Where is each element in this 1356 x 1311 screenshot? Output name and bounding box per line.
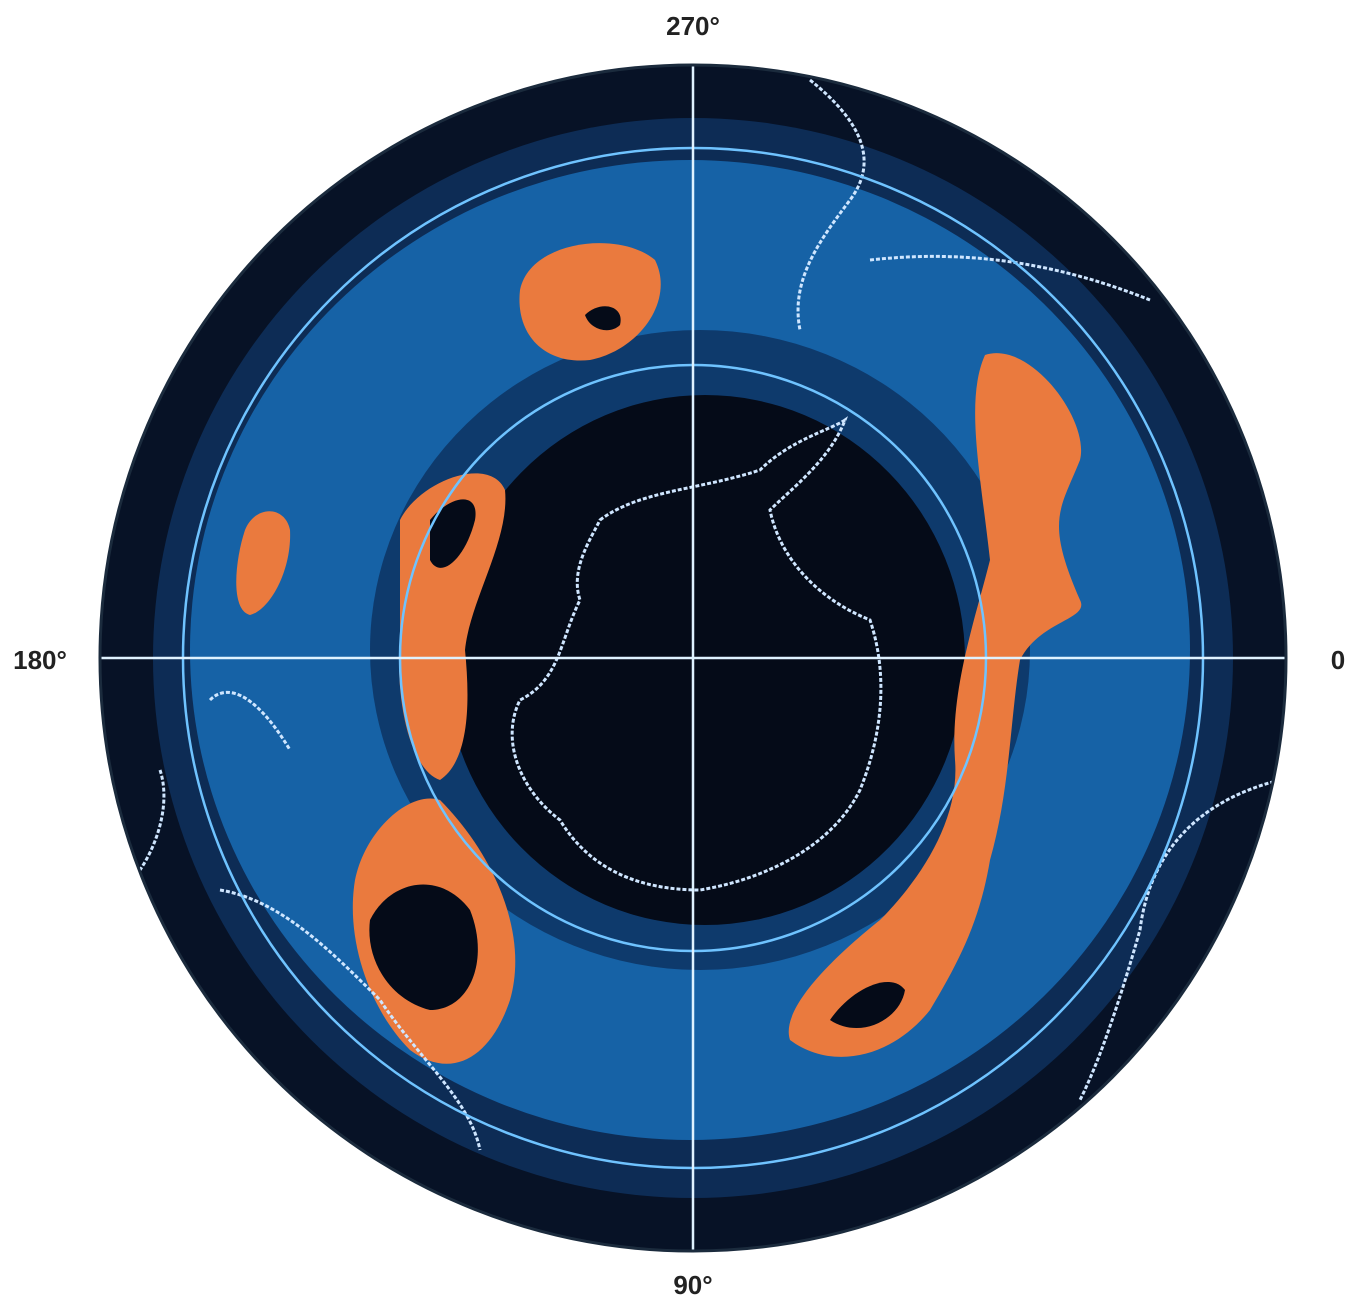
anomaly-core [430, 499, 476, 568]
polar-region [445, 395, 965, 925]
direction-label: 270° [666, 11, 720, 41]
anomaly [519, 243, 661, 361]
direction-label: 180° [13, 645, 67, 675]
anomaly-core [585, 306, 621, 331]
direction-label: 0 [1331, 645, 1345, 675]
coastline [510, 416, 883, 892]
anomaly-core [830, 981, 905, 1029]
anomaly-core [369, 884, 478, 1010]
anomaly [788, 353, 1082, 1057]
anomaly [399, 473, 506, 780]
disk-border [98, 63, 1288, 1253]
map-disk [100, 65, 1286, 1251]
coastline [796, 78, 866, 331]
direction-label: 90° [673, 1270, 712, 1300]
coastline [138, 690, 482, 1151]
coastline [1078, 778, 1281, 1101]
anomaly [236, 511, 291, 615]
